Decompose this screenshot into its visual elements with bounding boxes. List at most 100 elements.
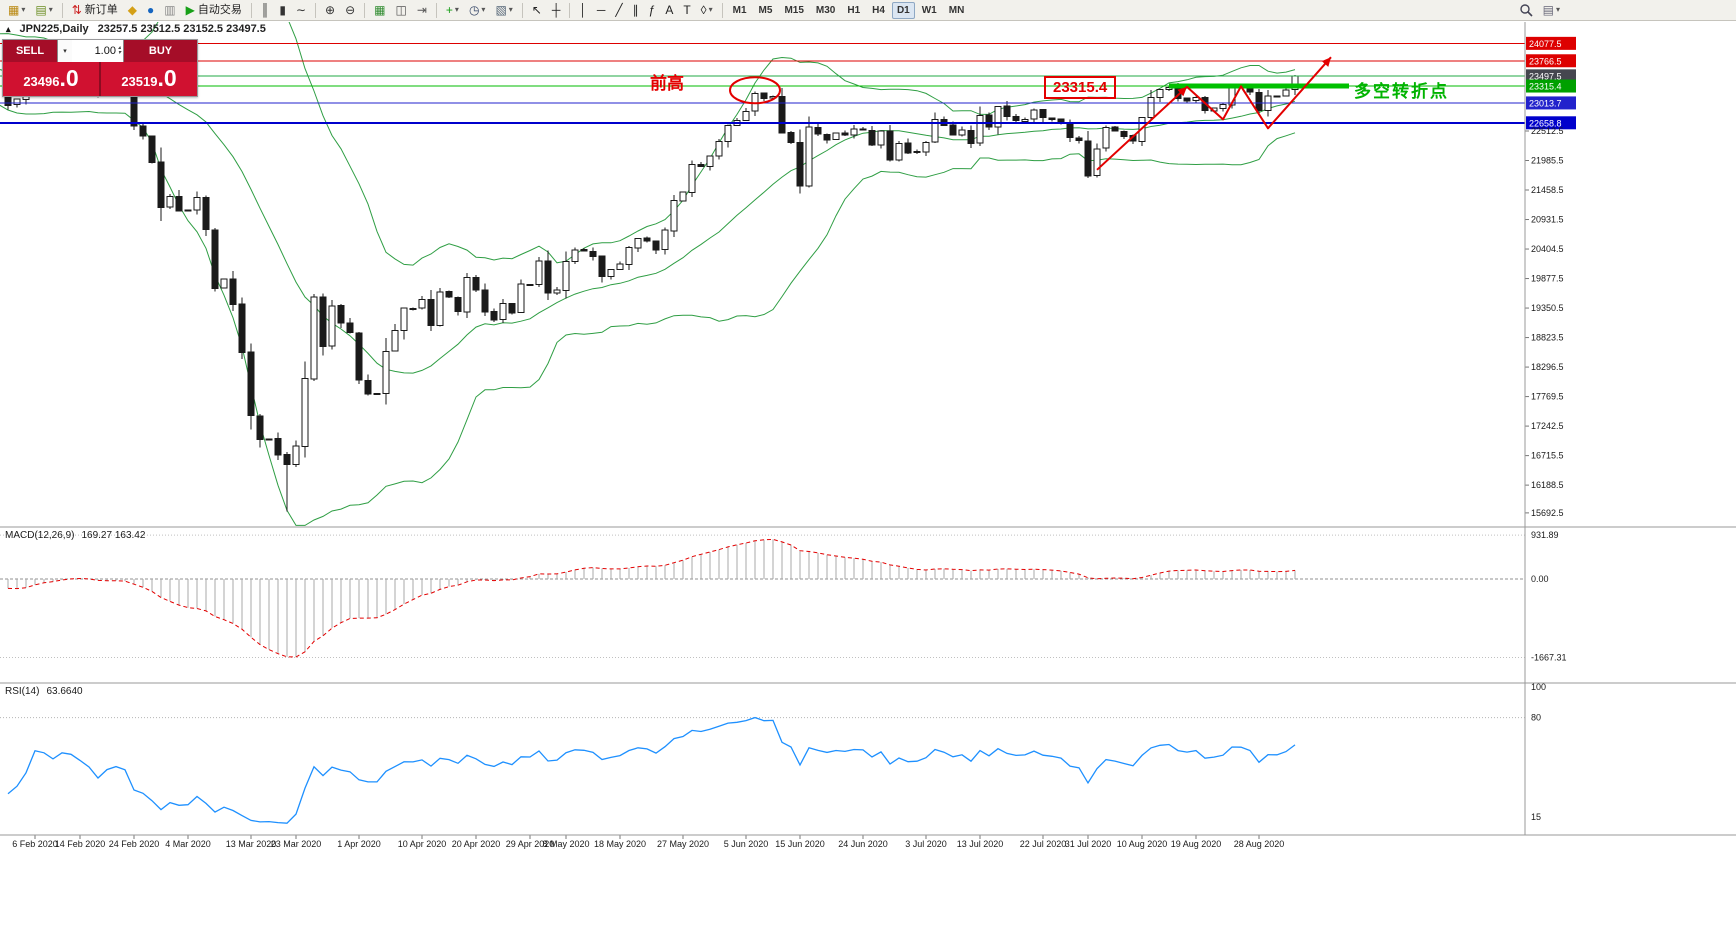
toolbar-separator [521,2,523,18]
zoom-out-icon: ⊖ [345,3,356,17]
line-chart-mode-button[interactable]: ∼ [292,1,310,19]
rsi-value: 63.6640 [46,686,83,697]
previous-high-annotation[interactable]: 前高 [650,74,684,93]
candlestick-mode-button[interactable]: ▮ [275,1,290,19]
svg-text:3 Jul 2020: 3 Jul 2020 [905,839,947,849]
cursor-tool-button[interactable]: ↖ [528,1,546,19]
timeframe-w1-button[interactable]: W1 [921,4,937,16]
timeframe-m5-button[interactable]: M5 [758,4,773,16]
sell-button[interactable]: SELL [3,40,57,62]
alerts-button[interactable]: ◆ [124,1,141,19]
arrowhead-icon [1321,57,1331,67]
chart-shift-button[interactable]: ⇥ [413,1,431,19]
svg-text:13 Jul 2020: 13 Jul 2020 [957,839,1004,849]
arrowhead-icon [1177,86,1187,97]
one-click-trading-panel: SELL ▾ 1.00 ▴ ▾ BUY 23496.0 23519.0 [2,39,198,97]
sell-price[interactable]: 23496.0 [3,62,101,96]
crosshair-tool-button[interactable]: ┼ [548,1,565,19]
hline-tool-button[interactable]: ─ [593,1,610,19]
new-chart-icon: ▦ [8,3,20,17]
macd-label: MACD(12,26,9) 169.27 163.42 [5,530,145,541]
cursor-tool-icon: ↖ [531,3,542,17]
new-order-button[interactable]: ⇅ 新订单 [68,1,122,19]
trend-zigzag-arrows[interactable] [1096,56,1332,171]
crosshair-tool-icon: ┼ [551,3,561,17]
templates-button[interactable]: ▧ ▾ [491,1,516,19]
new-chart-button[interactable]: ▦ ▾ [4,1,29,19]
toolbar-separator [364,2,366,18]
arrange-charts-button[interactable]: ◫ [392,1,411,19]
svg-text:24 Feb 2020: 24 Feb 2020 [109,839,160,849]
profiles-button[interactable]: ▤ ▾ [31,1,56,19]
autotrading-button[interactable]: ▶ 自动交易 [182,1,246,19]
level-price-annotation[interactable]: 23315.4 [1044,76,1117,99]
timeframe-d1-button[interactable]: D1 [891,1,915,19]
toolbar-right: ▤ ▾ [1514,0,1565,20]
svg-text:15692.5: 15692.5 [1531,508,1564,518]
channel-tool-icon: ∥ [632,3,639,17]
buy-button[interactable]: BUY [124,40,197,62]
periods-button[interactable]: ◷ ▾ [465,1,490,19]
volume-dropdown[interactable]: ▾ [57,40,72,62]
data-window-button[interactable]: ▥ [160,1,179,19]
trade-panel-header: SELL ▾ 1.00 ▴ ▾ BUY [3,40,197,62]
caret-down-icon: ▾ [481,5,486,14]
svg-text:31 Jul 2020: 31 Jul 2020 [1065,839,1112,849]
indicators-icon: + [445,3,453,17]
symbol-info-line: ▴ JPN225,Daily 23257.5 23512.5 23152.5 2… [6,23,266,35]
rsi-label: RSI(14) 63.6640 [5,686,83,697]
market-watch-button[interactable]: ● [143,1,158,19]
timeframe-m30-button[interactable]: M30 [815,4,836,16]
channel-tool-button[interactable]: ∥ [629,1,643,19]
window-layout-button[interactable]: ▤ ▾ [1539,1,1564,19]
turning-point-annotation[interactable]: 多空转折点 [1354,82,1449,101]
volume-input[interactable]: 1.00 ▴ ▾ [72,40,124,62]
zoom-in-icon: ⊕ [325,3,336,17]
svg-text:27 May 2020: 27 May 2020 [657,839,709,849]
timeframe-h1-button[interactable]: H1 [847,4,861,16]
svg-text:16188.5: 16188.5 [1531,480,1564,490]
timeframe-m1-button[interactable]: M1 [732,4,747,16]
new-order-icon: ⇅ [71,3,82,17]
tile-windows-button[interactable]: ▦ [370,1,389,19]
sell-price-pips: .0 [59,65,79,91]
svg-text:23 Mar 2020: 23 Mar 2020 [271,839,322,849]
caret-down-icon: ▾ [508,5,513,14]
shapes-tool-button[interactable]: ◊ ▾ [697,1,717,19]
one-click-toggle-icon[interactable]: ▴ [6,23,11,34]
label-tool-button[interactable]: T [679,1,694,19]
previous-high-ellipse[interactable] [729,76,781,105]
svg-text:29 Apr 2020: 29 Apr 2020 [506,839,555,849]
timeframe-mn-button[interactable]: MN [948,4,965,16]
svg-text:6 Feb 2020: 6 Feb 2020 [12,839,58,849]
text-tool-button[interactable]: A [661,1,677,19]
zoom-in-button[interactable]: ⊕ [321,1,339,19]
bar-chart-mode-button[interactable]: ║ [257,1,274,19]
timeframe-m15-button[interactable]: M15 [784,4,804,16]
vline-tool-button[interactable]: │ [575,1,591,19]
buy-price[interactable]: 23519.0 [101,62,197,96]
svg-text:21985.5: 21985.5 [1531,156,1564,166]
svg-text:80: 80 [1531,713,1541,723]
spin-down-icon: ▾ [117,50,121,56]
svg-text:17242.5: 17242.5 [1531,421,1564,431]
caret-down-icon: ▾ [48,5,53,14]
indicators-button[interactable]: + ▾ [442,1,463,19]
chart-drawing-objects[interactable] [729,56,1332,171]
trendline-tool-button[interactable]: ╱ [611,1,626,19]
zoom-out-button[interactable]: ⊖ [341,1,359,19]
volume-spinner[interactable]: ▴ ▾ [117,45,121,56]
timeframe-h4-button[interactable]: H4 [872,4,885,16]
svg-text:15 Jun 2020: 15 Jun 2020 [775,839,825,849]
window-layout-icon: ▤ [1542,3,1554,17]
svg-text:4 Mar 2020: 4 Mar 2020 [165,839,211,849]
fibonacci-tool-button[interactable]: ƒ [645,1,660,19]
horizontal-line-objects[interactable] [0,42,1525,124]
candlestick-series [4,51,1299,512]
candlestick-mode-icon: ▮ [279,3,286,17]
templates-icon: ▧ [495,3,507,17]
search-button[interactable] [1515,1,1537,19]
svg-text:19350.5: 19350.5 [1531,303,1564,313]
